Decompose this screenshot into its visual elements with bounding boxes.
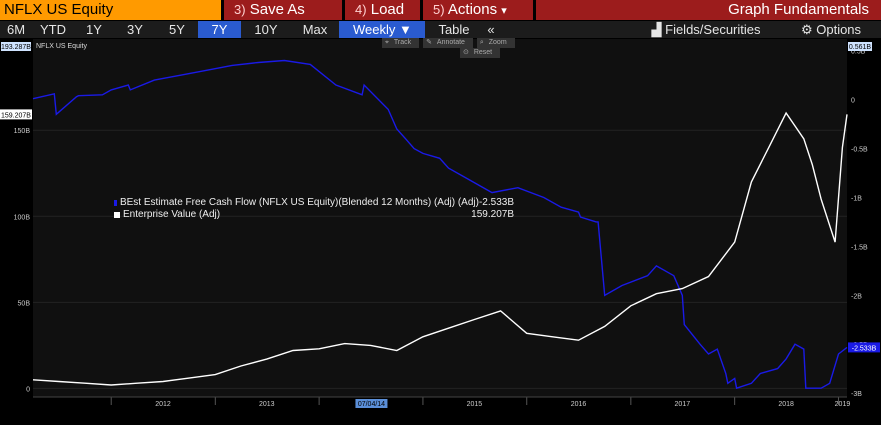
gear-icon: ⚙ (800, 22, 813, 37)
period-3y[interactable]: 3Y (127, 22, 143, 37)
legend-value-fcf: -2.533B (478, 197, 514, 208)
x-tick-label: 2019 (835, 401, 851, 408)
left-top-label: 193.287B (1, 44, 31, 51)
left-tick-label: 150B (14, 128, 31, 135)
track-label: Track (390, 38, 415, 48)
track-button[interactable]: ⌖ Track (382, 38, 420, 48)
chart-tools: ⌖ Track ✎ Annotate ⌕ Zoom ⊙ Reset (382, 38, 517, 58)
x-tick-label: 2013 (259, 401, 275, 408)
left-tick-label: 100B (14, 214, 31, 221)
chart-icon: ▟ (651, 22, 662, 37)
period-selector: 6M YTD 1Y 3Y 5Y 7Y 10Y Max (0, 21, 339, 38)
right-tick-label: 0.5B (851, 49, 866, 56)
security-title[interactable]: NFLX US Equity (0, 0, 221, 20)
reset-label: Reset (470, 48, 496, 58)
right-tick-label: -3B (851, 391, 862, 398)
legend-label-fcf: BEst Estimate Free Cash Flow (NFLX US Eq… (119, 197, 479, 208)
table-button[interactable]: Table (438, 22, 470, 37)
options-label: Options (816, 22, 862, 37)
legend-label-ev: Enterprise Value (Adj) (123, 209, 221, 220)
x-tick-label: 2016 (571, 401, 587, 408)
period-6m[interactable]: 6M (6, 22, 26, 37)
save-as-label: Save As (249, 1, 305, 18)
x-tick-label: 2018 (778, 401, 794, 408)
collapse-button[interactable]: « (487, 22, 495, 37)
right-tick-label: 0 (851, 98, 855, 105)
right-top-label: 0.561B (849, 44, 872, 51)
legend-row-ev: Enterprise Value (Adj) 159.207B (114, 209, 514, 221)
x-tick-label: 2012 (155, 401, 171, 408)
annotate-label: Annotate (433, 38, 468, 48)
fcf-last-tag (848, 342, 880, 353)
options-button[interactable]: ⚙ Options (781, 21, 881, 38)
line-chart[interactable]: 150B100B50B00.5B0-0.5B-1B-1.5B-2B-2.5B-3… (0, 39, 881, 420)
right-tick-label: -1B (851, 195, 862, 202)
legend-swatch-fcf (114, 200, 117, 206)
plot-background (33, 39, 847, 397)
left-top-box (1, 42, 31, 51)
actions-label: Actions (447, 1, 498, 18)
ev-last-label: 159.207B (1, 112, 31, 119)
ev-last-tag (0, 109, 32, 120)
legend-swatch-ev (114, 212, 120, 218)
legend-row-fcf: BEst Estimate Free Cash Flow (NFLX US Eq… (114, 197, 514, 209)
right-tick-label: -0.5B (851, 147, 868, 154)
period-10y[interactable]: 10Y (254, 22, 278, 37)
actions-number: 5) (433, 2, 445, 17)
left-tick-label: 50B (18, 300, 31, 307)
actions-button[interactable]: 5) Actions ▾ (423, 0, 533, 20)
chart-area[interactable]: 150B100B50B00.5B0-0.5B-1B-1.5B-2B-2.5B-3… (0, 39, 881, 420)
right-top-box (848, 42, 872, 51)
load-label: Load (370, 1, 405, 18)
cursor-date-box (355, 399, 388, 408)
period-5y[interactable]: 5Y (169, 22, 185, 37)
right-tick-label: -1.5B (851, 244, 868, 251)
chart-legend: BEst Estimate Free Cash Flow (NFLX US Eq… (114, 197, 514, 221)
left-tick-label: 0 (26, 386, 30, 393)
fields-securities-label: Fields/Securities (665, 22, 761, 37)
period-7y[interactable]: 7Y (198, 21, 241, 38)
zoom-label: Zoom (485, 38, 510, 48)
save-as-button[interactable]: 3) Save As (224, 0, 342, 20)
period-toolbar: 6M YTD 1Y 3Y 5Y 7Y 10Y Max Weekly ▼ Table « ▟ F… (0, 21, 881, 38)
legend-value-ev: 159.207B (471, 209, 514, 220)
graph-fundamentals-button[interactable]: Graph Fundamentals (536, 0, 881, 20)
right-tick-label: -2B (851, 293, 862, 300)
load-number: 4) (355, 2, 367, 17)
frequency-dropdown[interactable]: Weekly ▼ (339, 21, 425, 38)
x-tick-label: 2017 (675, 401, 691, 408)
series-line-ev (32, 111, 848, 386)
fcf-last-label: -2.533B (852, 345, 877, 352)
reset-button[interactable]: ⊙ Reset (460, 48, 501, 58)
period-max[interactable]: Max (302, 22, 328, 37)
x-tick-label: 2015 (467, 401, 483, 408)
annotate-button[interactable]: ✎ Annotate (423, 38, 473, 48)
fields-securities-button[interactable]: ▟ Fields/Securities (631, 21, 781, 38)
cursor-date-label: 07/04/14 (358, 401, 385, 408)
load-button[interactable]: 4) Load (345, 0, 420, 20)
chevron-down-icon: ▾ (501, 5, 507, 17)
save-as-number: 3) (234, 2, 246, 17)
zoom-button[interactable]: ⌕ Zoom (476, 38, 515, 48)
top-toolbar: NFLX US Equity 3) Save As 4) Load 5) Act… (0, 0, 881, 20)
chart-title: NFLX US Equity (36, 43, 87, 50)
period-1y[interactable]: 1Y (86, 22, 102, 37)
series-line-fcf (32, 59, 848, 390)
period-ytd[interactable]: YTD (40, 22, 66, 37)
